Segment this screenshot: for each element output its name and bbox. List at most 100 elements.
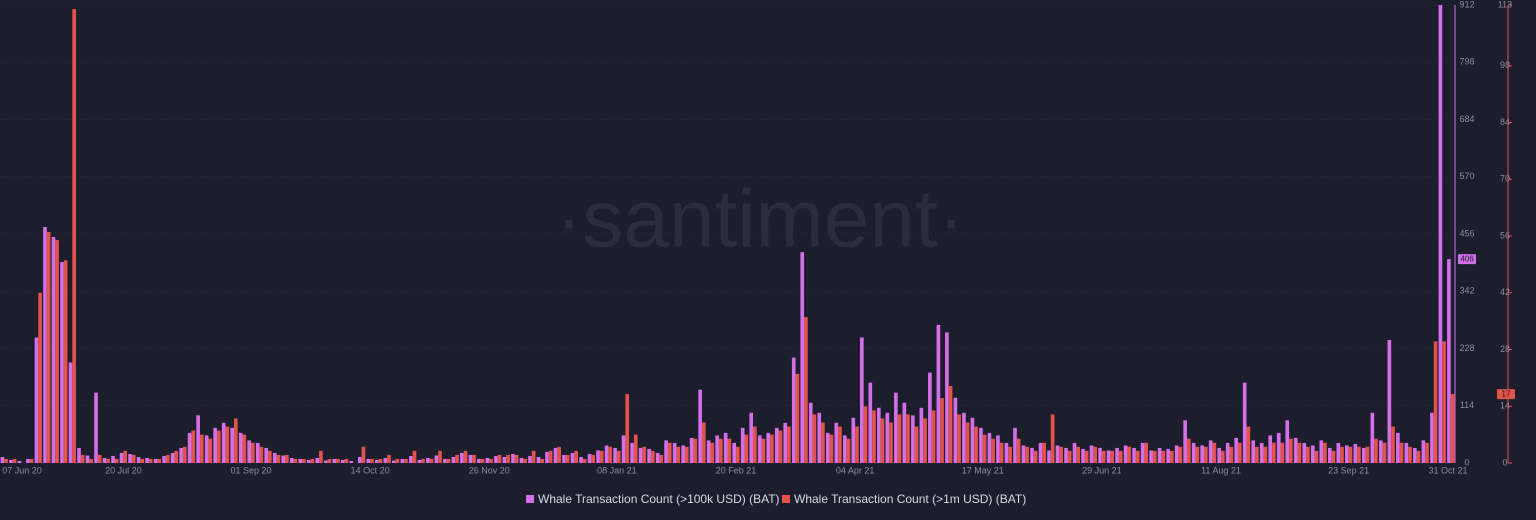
bar xyxy=(1382,442,1387,463)
y2-tick-label: 56 xyxy=(1500,230,1510,240)
bar xyxy=(706,440,711,463)
bar xyxy=(1050,414,1055,463)
bar xyxy=(557,446,561,463)
y2-tick-label: 70 xyxy=(1500,174,1510,184)
bar xyxy=(60,262,64,463)
bar xyxy=(494,455,498,463)
y-tick-label: 570 xyxy=(1459,171,1474,181)
bar xyxy=(987,432,992,463)
bar xyxy=(1225,442,1230,463)
bar xyxy=(744,434,749,463)
y2-tick-label: 42 xyxy=(1500,287,1510,297)
bar xyxy=(148,458,153,463)
bar xyxy=(434,455,439,463)
bar xyxy=(1293,437,1298,463)
bar xyxy=(1101,450,1106,463)
y2-tick-label: 98 xyxy=(1500,60,1510,70)
bar xyxy=(43,226,47,463)
bar xyxy=(1331,450,1336,463)
bar xyxy=(991,438,995,463)
bar xyxy=(511,453,515,463)
bar xyxy=(191,430,196,463)
bar xyxy=(613,447,617,463)
bar xyxy=(213,427,217,463)
bar xyxy=(238,432,243,463)
bar xyxy=(55,240,59,463)
bar xyxy=(829,434,834,463)
bar xyxy=(174,450,179,463)
bar xyxy=(531,450,536,463)
bar xyxy=(1391,426,1395,463)
bar xyxy=(1178,446,1183,463)
bar xyxy=(1306,446,1310,463)
bar xyxy=(370,458,374,463)
bar xyxy=(392,460,396,463)
bar xyxy=(689,437,694,463)
bar xyxy=(455,454,459,463)
bar xyxy=(1387,339,1392,463)
bar xyxy=(936,324,941,463)
bar xyxy=(162,455,166,463)
bar xyxy=(502,456,507,463)
bar xyxy=(272,452,277,463)
bar xyxy=(421,458,425,463)
bar xyxy=(1033,450,1038,463)
bar xyxy=(1416,450,1421,463)
bar xyxy=(693,438,698,463)
bar xyxy=(1413,447,1417,463)
bar xyxy=(1285,420,1290,463)
bar xyxy=(1421,440,1426,463)
bar xyxy=(1374,438,1378,463)
y-tick-label: 912 xyxy=(1459,0,1474,9)
value-badge-label: 17 xyxy=(1502,390,1511,399)
bar xyxy=(630,442,634,463)
bar xyxy=(46,231,51,463)
bar xyxy=(216,430,221,463)
bar xyxy=(417,459,422,463)
bar xyxy=(306,459,311,463)
bar xyxy=(783,422,788,463)
bar xyxy=(565,454,570,463)
bar xyxy=(528,455,532,463)
bar xyxy=(723,432,728,463)
bar xyxy=(1115,447,1119,463)
bar xyxy=(293,458,298,463)
bar xyxy=(208,438,213,463)
bar xyxy=(642,446,647,463)
bar xyxy=(1208,440,1213,463)
bar xyxy=(1140,442,1145,463)
bar xyxy=(545,451,549,463)
bar xyxy=(1149,450,1153,463)
bar xyxy=(940,398,944,463)
x-tick-label: 20 Feb 21 xyxy=(716,465,757,475)
bar xyxy=(808,402,813,463)
bar xyxy=(817,412,822,463)
bar xyxy=(361,446,366,463)
bar xyxy=(251,442,255,463)
bar xyxy=(676,446,681,463)
bar xyxy=(770,434,774,463)
bar xyxy=(102,457,107,463)
bar xyxy=(68,362,73,463)
bar xyxy=(29,458,34,463)
bar xyxy=(996,435,1000,463)
bar xyxy=(1200,445,1204,463)
bar xyxy=(1106,450,1111,463)
bar xyxy=(72,9,76,463)
bar xyxy=(289,457,294,463)
bar xyxy=(1118,450,1123,463)
bar xyxy=(1047,450,1051,463)
bar xyxy=(374,459,379,463)
bar xyxy=(650,450,655,463)
bar xyxy=(80,454,85,463)
bar xyxy=(974,426,978,463)
bar xyxy=(451,456,456,463)
bars xyxy=(0,5,1455,463)
bar xyxy=(1191,442,1196,463)
bar xyxy=(1336,442,1341,463)
bar xyxy=(919,407,924,463)
x-tick-label: 07 Jun 20 xyxy=(2,465,42,475)
bar xyxy=(1212,442,1217,463)
bar xyxy=(302,458,306,463)
bar xyxy=(953,397,958,463)
